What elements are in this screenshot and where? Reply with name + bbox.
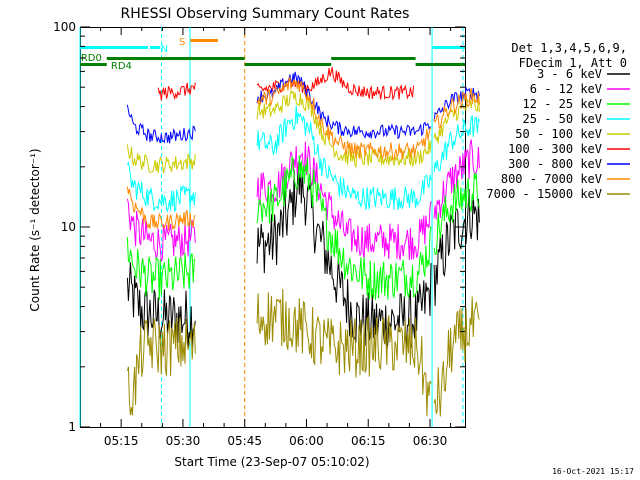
- series-line-8: [126, 288, 480, 417]
- x-tick-label: 05:30: [166, 434, 201, 448]
- flag-layer: NS RD0 RD4: [80, 37, 465, 72]
- legend-label-6: 300 - 800 keV: [508, 157, 602, 171]
- legend-label-0: 3 - 6 keV: [537, 67, 602, 81]
- series-line-2: [126, 155, 480, 301]
- x-tick-label: 06:30: [413, 434, 448, 448]
- n-flag-label: N: [161, 44, 168, 55]
- series-layer: [126, 67, 480, 417]
- legend-label-3: 25 - 50 keV: [523, 112, 602, 126]
- legend-label-1: 6 - 12 keV: [530, 82, 602, 96]
- series-line-3: [126, 105, 480, 213]
- legend-header-1: FDecim 1, Att 0: [519, 56, 627, 70]
- axis-layer: 05:15 05:30 05:45 06:00 06:15 06:30 1 10 100: [53, 20, 465, 448]
- s-flag-label: S: [179, 37, 185, 48]
- x-tick-label: 05:15: [104, 434, 139, 448]
- series-line-7: [126, 75, 480, 231]
- y-tick-label: 10: [61, 220, 76, 234]
- legend-label-5: 100 - 300 keV: [508, 142, 602, 156]
- legend-label-2: 12 - 25 keV: [523, 97, 602, 111]
- legend-label-4: 50 - 100 keV: [515, 127, 602, 141]
- legend-label-8: 7000 - 15000 keV: [486, 187, 602, 201]
- x-axis-label: Start Time (23-Sep-07 05:10:02): [174, 455, 369, 469]
- y-tick-label: 1: [68, 420, 76, 434]
- rd0-flag-label: RD0: [81, 53, 102, 64]
- x-tick-label: 05:45: [227, 434, 262, 448]
- series-line-1: [126, 139, 480, 262]
- series-line-0: [126, 162, 480, 351]
- legend-header-0: Det 1,3,4,5,6,9,: [511, 41, 627, 55]
- rd4-flag-label: RD4: [111, 61, 132, 72]
- x-tick-label: 06:15: [351, 434, 386, 448]
- chart-title: RHESSI Observing Summary Count Rates: [121, 6, 410, 22]
- legend: Det 1,3,4,5,6,9,FDecim 1, Att 03 - 6 keV…: [486, 41, 630, 201]
- y-tick-label: 100: [53, 20, 76, 34]
- legend-label-7: 800 - 7000 keV: [501, 172, 602, 186]
- x-tick-label: 06:00: [289, 434, 324, 448]
- y-axis-label: Count Rate (s⁻¹ detector⁻¹): [28, 148, 42, 311]
- timestamp: 16-Oct-2021 15:17: [552, 467, 634, 476]
